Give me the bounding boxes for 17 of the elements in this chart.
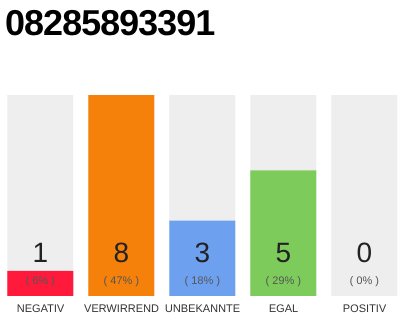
annotation: ( 47% ) xyxy=(104,275,140,287)
data-label: 5 xyxy=(276,237,292,268)
chart-title: 08285893391 xyxy=(5,2,214,44)
x-tick-label: POSITIV xyxy=(342,302,387,315)
x-tick-label: VERWIRREND xyxy=(84,302,160,315)
data-label: 0 xyxy=(356,237,372,268)
data-label: 1 xyxy=(32,237,48,268)
data-label: 8 xyxy=(114,237,130,268)
x-tick-label: UNBEKANNTE xyxy=(164,302,240,315)
bar xyxy=(7,270,74,296)
x-tick-label: EGAL xyxy=(268,302,298,315)
x-tick-label: NEGATIV xyxy=(16,302,65,315)
data-label: 3 xyxy=(194,237,210,268)
annotation: ( 29% ) xyxy=(266,275,302,287)
annotation: ( 18% ) xyxy=(184,275,220,287)
annotation: ( 0% ) xyxy=(350,275,379,287)
annotation: ( 6% ) xyxy=(26,275,55,287)
